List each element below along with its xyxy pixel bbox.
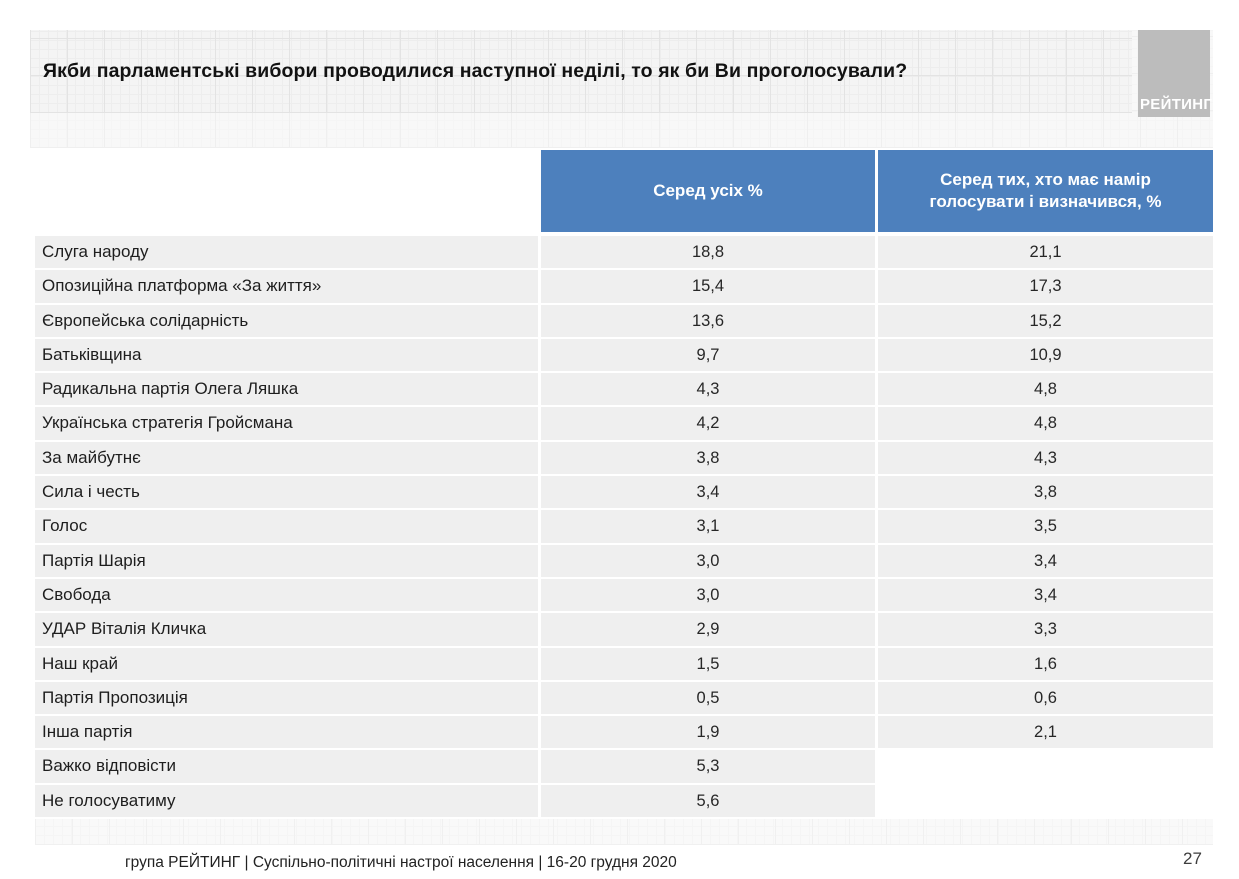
value-decided: 17,3 bbox=[878, 270, 1213, 303]
table-row: Голос 3,1 3,5 bbox=[35, 510, 1213, 543]
value-all: 15,4 bbox=[541, 270, 875, 303]
value-all: 3,8 bbox=[541, 441, 875, 475]
party-label: Голос bbox=[35, 510, 538, 543]
party-label: Важко відповісти bbox=[35, 750, 538, 783]
party-label: Батьківщина bbox=[35, 338, 538, 372]
poll-table-body: Слуга народу 18,8 21,1 Опозиційна платформа… bbox=[35, 236, 1213, 819]
value-all: 13,6 bbox=[541, 304, 875, 337]
value-all: 1,5 bbox=[541, 647, 875, 680]
value-decided: 10,9 bbox=[878, 338, 1213, 372]
value-decided: 21,1 bbox=[878, 236, 1213, 269]
title-band: Якби парламентські вибори проводилися на… bbox=[30, 30, 1132, 113]
value-all: 5,6 bbox=[541, 784, 875, 818]
value-decided: 3,4 bbox=[878, 578, 1213, 612]
value-all: 3,0 bbox=[541, 578, 875, 612]
party-label: Наш край bbox=[35, 647, 538, 680]
table-row: Свобода 3,0 3,4 bbox=[35, 578, 1213, 612]
value-decided: 4,8 bbox=[878, 407, 1213, 440]
party-label: Партія Пропозиція bbox=[35, 681, 538, 715]
party-label: Не голосуватиму bbox=[35, 784, 538, 818]
value-all: 2,9 bbox=[541, 613, 875, 646]
value-decided: 3,4 bbox=[878, 544, 1213, 577]
value-all: 0,5 bbox=[541, 681, 875, 715]
column-header-decided: Серед тих, хто має намір голосувати і ви… bbox=[878, 150, 1213, 232]
table-row: Батьківщина 9,7 10,9 bbox=[35, 338, 1213, 372]
table-row: Не голосуватиму 5,6 bbox=[35, 784, 1213, 818]
party-label: Опозиційна платформа «За життя» bbox=[35, 270, 538, 303]
value-decided: 4,8 bbox=[878, 373, 1213, 406]
party-label: Свобода bbox=[35, 578, 538, 612]
rating-logo-text: РЕЙТИНГ bbox=[1140, 96, 1213, 113]
table-row: Важко відповісти 5,3 bbox=[35, 750, 1213, 783]
table-row: Слуга народу 18,8 21,1 bbox=[35, 236, 1213, 269]
value-all: 4,2 bbox=[541, 407, 875, 440]
value-decided: 15,2 bbox=[878, 304, 1213, 337]
source-footer: група РЕЙТИНГ | Суспільно-політичні наст… bbox=[125, 854, 677, 871]
table-row: Партія Пропозиція 0,5 0,6 bbox=[35, 681, 1213, 715]
party-label: Європейська солідарність bbox=[35, 304, 538, 337]
table-row: Партія Шарія 3,0 3,4 bbox=[35, 544, 1213, 577]
table-row: Радикальна партія Олега Ляшка 4,3 4,8 bbox=[35, 373, 1213, 406]
value-all: 5,3 bbox=[541, 750, 875, 783]
table-row: Опозиційна платформа «За життя» 15,4 17,3 bbox=[35, 270, 1213, 303]
page-number: 27 bbox=[1183, 849, 1202, 868]
value-decided: 4,3 bbox=[878, 441, 1213, 475]
party-label: Сила і честь bbox=[35, 476, 538, 509]
value-all: 3,0 bbox=[541, 544, 875, 577]
table-row: Українська стратегія Гройсмана 4,2 4,8 bbox=[35, 407, 1213, 440]
table-row: УДАР Віталія Кличка 2,9 3,3 bbox=[35, 613, 1213, 646]
party-label: За майбутнє bbox=[35, 441, 538, 475]
value-all: 3,1 bbox=[541, 510, 875, 543]
value-all: 18,8 bbox=[541, 236, 875, 269]
table-row: Наш край 1,5 1,6 bbox=[35, 647, 1213, 680]
value-decided: 3,8 bbox=[878, 476, 1213, 509]
value-all: 1,9 bbox=[541, 716, 875, 749]
value-decided bbox=[878, 750, 1213, 782]
table-row: За майбутнє 3,8 4,3 bbox=[35, 441, 1213, 475]
value-all: 9,7 bbox=[541, 338, 875, 372]
party-label: Радикальна партія Олега Ляшка bbox=[35, 373, 538, 406]
value-all: 4,3 bbox=[541, 373, 875, 406]
party-label: Українська стратегія Гройсмана bbox=[35, 407, 538, 440]
rating-logo: РЕЙТИНГ bbox=[1138, 30, 1213, 117]
table-row: Інша партія 1,9 2,1 bbox=[35, 716, 1213, 749]
party-label: Інша партія bbox=[35, 716, 538, 749]
bottom-grid-strip bbox=[35, 819, 1213, 845]
party-label: УДАР Віталія Кличка bbox=[35, 613, 538, 646]
value-all: 3,4 bbox=[541, 476, 875, 509]
value-decided: 3,5 bbox=[878, 510, 1213, 543]
value-decided: 3,3 bbox=[878, 613, 1213, 646]
table-row: Сила і честь 3,4 3,8 bbox=[35, 476, 1213, 509]
party-label: Слуга народу bbox=[35, 236, 538, 269]
page-title: Якби парламентські вибори проводилися на… bbox=[43, 60, 908, 82]
value-decided: 2,1 bbox=[878, 716, 1213, 749]
table-row: Європейська солідарність 13,6 15,2 bbox=[35, 304, 1213, 337]
column-header-all: Серед усіх % bbox=[541, 150, 875, 232]
value-decided: 0,6 bbox=[878, 681, 1213, 715]
value-decided bbox=[878, 785, 1213, 817]
party-label: Партія Шарія bbox=[35, 544, 538, 577]
value-decided: 1,6 bbox=[878, 647, 1213, 680]
